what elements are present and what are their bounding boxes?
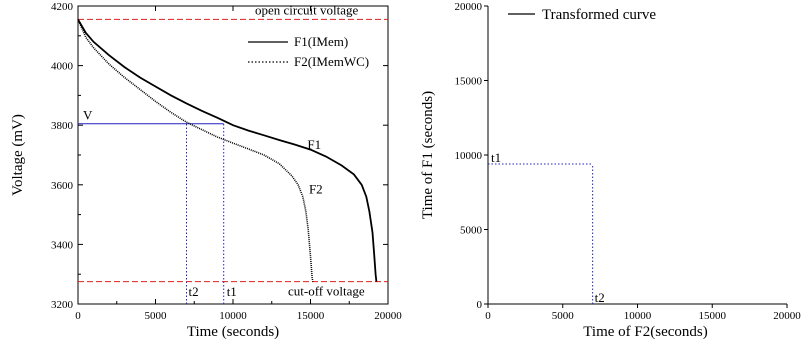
y-tick-label: 15000 <box>455 76 483 88</box>
legend-label-transformed: Transformed curve <box>542 7 656 23</box>
x-tick-label: 0 <box>75 310 81 322</box>
transformed-time-chart: 0 5000 10000 15000 20000 0 5000 10000 15000 20000… <box>420 1 801 340</box>
legend-label-f2: F2(IMemWC) <box>294 54 369 69</box>
series-label-f2: F2 <box>309 182 323 197</box>
series-label-f1: F1 <box>307 137 321 152</box>
y-tick-label: 3400 <box>51 239 74 251</box>
t2-label: t2 <box>595 290 605 305</box>
legend-label-f1: F1(IMem) <box>294 34 348 49</box>
t2-label: t2 <box>189 284 199 299</box>
voltage-chart: 0 5000 10000 15000 20000 3200 3400 3600 3800 4000… <box>10 1 402 340</box>
t1-label: t1 <box>227 284 237 299</box>
y-tick-label: 3600 <box>51 180 74 192</box>
x-tick-label: 10000 <box>624 310 652 322</box>
open-circuit-voltage-label: open circuit voltage <box>255 2 358 17</box>
t1-label: t1 <box>491 150 501 165</box>
x-axis-label: Time (seconds) <box>187 324 279 340</box>
cut-off-voltage-label: cut-off voltage <box>288 284 365 299</box>
x-tick-label: 0 <box>485 310 491 322</box>
y-tick-label: 5000 <box>460 225 483 237</box>
y-axis-label: Voltage (mV) <box>10 114 26 196</box>
y-tick-label: 3800 <box>51 120 74 132</box>
plot-frame <box>77 5 389 305</box>
series-line-f2 <box>77 19 314 282</box>
x-axis-label: Time of F2(seconds) <box>583 324 707 340</box>
y-tick-label: 20000 <box>455 1 483 13</box>
y-tick-label: 10000 <box>455 150 483 162</box>
y-tick-label: 4200 <box>51 1 74 13</box>
x-tick-label: 20000 <box>374 310 402 322</box>
x-tick-label: 10000 <box>219 310 247 322</box>
x-tick-label: 5000 <box>552 310 575 322</box>
x-tick-label: 20000 <box>773 310 801 322</box>
y-tick-label: 3200 <box>51 299 74 311</box>
y-tick-label: 4000 <box>51 61 74 73</box>
y-tick-label: 0 <box>477 299 483 311</box>
voltage-v-label: V <box>83 108 93 123</box>
x-tick-label: 5000 <box>145 310 168 322</box>
x-tick-label: 15000 <box>297 310 325 322</box>
y-axis-label: Time of F1 (seconds) <box>420 91 436 219</box>
x-tick-label: 15000 <box>699 310 727 322</box>
series-line-f1 <box>77 18 378 282</box>
